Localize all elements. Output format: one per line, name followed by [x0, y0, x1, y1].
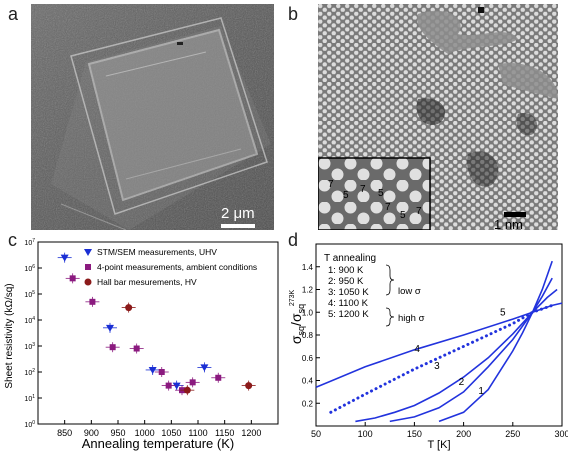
inset-zoom — [318, 157, 431, 230]
scale-bar-b — [504, 212, 526, 217]
ring-label: 5 — [378, 188, 384, 199]
scale-bar-a-label: 2 μm — [221, 205, 255, 222]
data-point — [180, 385, 195, 396]
legend-label: STM/SEM measurements, UHV — [97, 247, 217, 257]
y-tick-label: 100 — [24, 420, 35, 429]
x-axis-label-c: Annealing temperature (K) — [82, 436, 234, 451]
x-tick-label: 1050 — [161, 428, 181, 438]
svg-text:273K: 273K — [289, 290, 296, 307]
legend-label: 5: 1200 K — [328, 309, 369, 320]
data-point — [121, 302, 136, 313]
x-tick-label: 850 — [57, 428, 72, 438]
svg-text:σsq/σsq: σsq/σsq — [288, 304, 306, 344]
data-point — [129, 343, 144, 354]
x-tick-label: 300 — [554, 429, 568, 439]
y-tick-label: 104 — [24, 316, 35, 325]
y-tick-label: 101 — [24, 394, 35, 403]
x-tick-label: 50 — [311, 429, 321, 439]
ring-label: 7 — [385, 202, 391, 213]
y-tick-label: 1.0 — [302, 308, 314, 317]
data-point — [103, 322, 117, 333]
y-tick-label: 0.4 — [302, 377, 314, 386]
x-tick-label: 1100 — [188, 428, 207, 438]
data-point — [65, 273, 80, 284]
y-tick-label: 103 — [24, 342, 35, 351]
y-tick-label: 102 — [24, 368, 35, 377]
data-point — [211, 372, 226, 383]
data-point — [197, 362, 212, 373]
data-point — [161, 380, 176, 391]
legend-entry: Hall bar mesurements, HV — [84, 277, 197, 287]
data-point — [154, 367, 169, 377]
ring-label: 7 — [360, 184, 366, 195]
y-tick-label: 1.2 — [302, 286, 314, 295]
x-tick-label: 1200 — [241, 428, 261, 438]
x-tick-label: 1150 — [215, 428, 234, 438]
panel-c-chart: 850 900 950 1000 1050 1100 1150 1200 100 101 102 10… — [4, 238, 279, 451]
panel-b-stm-image: 7 5 7 5 7 5 7 1 nm — [318, 4, 558, 230]
graphene-sheet — [87, 28, 259, 202]
legend-entry: 4-point measurements, ambient conditions — [85, 262, 257, 272]
y-tick-label: 107 — [24, 238, 35, 247]
legend-group-label: high σ — [398, 313, 425, 324]
x-tick-label: 1000 — [135, 428, 155, 438]
x-tick-label: 250 — [505, 429, 520, 439]
series-line — [389, 277, 553, 423]
series-line — [315, 302, 563, 389]
ring-label: 7 — [328, 179, 334, 190]
inset-ring-labels: 7 5 7 5 7 5 7 — [328, 179, 422, 221]
scale-bar-b-label: 1 nm — [494, 217, 523, 230]
data-point — [85, 296, 100, 307]
legend-label: Hall bar mesurements, HV — [97, 277, 197, 287]
data-point — [145, 364, 160, 375]
y-axis-label-d: σsq/σsq 273K — [288, 290, 306, 345]
curve-label: 1 — [478, 386, 484, 397]
data-point — [57, 252, 72, 263]
scale-bar-a — [221, 224, 255, 228]
legend-label: 4: 1100 K — [328, 298, 369, 309]
y-tick-label: 0.8 — [302, 331, 314, 340]
series-line — [329, 303, 554, 414]
x-axis-label-d: T [K] — [427, 439, 450, 451]
panel-c-letter: c — [8, 230, 17, 250]
panel-d-letter: d — [288, 230, 299, 250]
legend-entry: STM/SEM measurements, UHV — [84, 247, 217, 257]
y-tick-label: 106 — [24, 264, 35, 273]
ring-label: 5 — [343, 190, 349, 201]
data-point — [241, 380, 256, 391]
curve-label: 3 — [434, 361, 440, 372]
y-axis-label-c: Sheet resistivity (kΩ/sq) — [4, 283, 15, 388]
x-tick-label: 950 — [110, 428, 125, 438]
y-tick-label: 1.4 — [302, 263, 314, 272]
x-tick-label: 900 — [84, 428, 99, 438]
y-tick-label: 105 — [24, 290, 35, 299]
x-tick-label: 150 — [407, 429, 422, 439]
x-tick-label: 200 — [456, 429, 471, 439]
panel-d-chart: 50 100 150 200 250 300 0.2 0.4 0.6 0.8 1.0 1.2 1.4 1… — [288, 243, 568, 451]
panel-a-letter: a — [8, 4, 19, 24]
legend-title: T annealing — [324, 253, 376, 264]
panel-a-sem-image: 2 μm — [31, 4, 274, 230]
legend-label: 3: 1050 K — [328, 287, 369, 298]
ring-label: 5 — [400, 210, 406, 221]
series-line — [355, 288, 558, 423]
curve-label: 2 — [459, 377, 465, 388]
legend-label: 2: 950 K — [328, 276, 364, 287]
curve-label: 5 — [500, 308, 506, 319]
data-point — [105, 342, 120, 353]
panel-b-letter: b — [288, 4, 299, 24]
legend-label: 4-point measurements, ambient conditions — [97, 262, 257, 272]
ring-label: 7 — [416, 206, 422, 217]
series-line — [438, 260, 553, 423]
legend-label: 1: 900 K — [328, 265, 364, 276]
y-tick-label: 0.2 — [302, 399, 314, 408]
plot-frame-c — [37, 241, 279, 425]
y-tick-label: 0.6 — [302, 354, 314, 363]
curve-label: 4 — [414, 344, 420, 355]
x-tick-label: 100 — [358, 429, 373, 439]
data-point — [185, 377, 200, 388]
legend-group-label: low σ — [398, 286, 421, 297]
